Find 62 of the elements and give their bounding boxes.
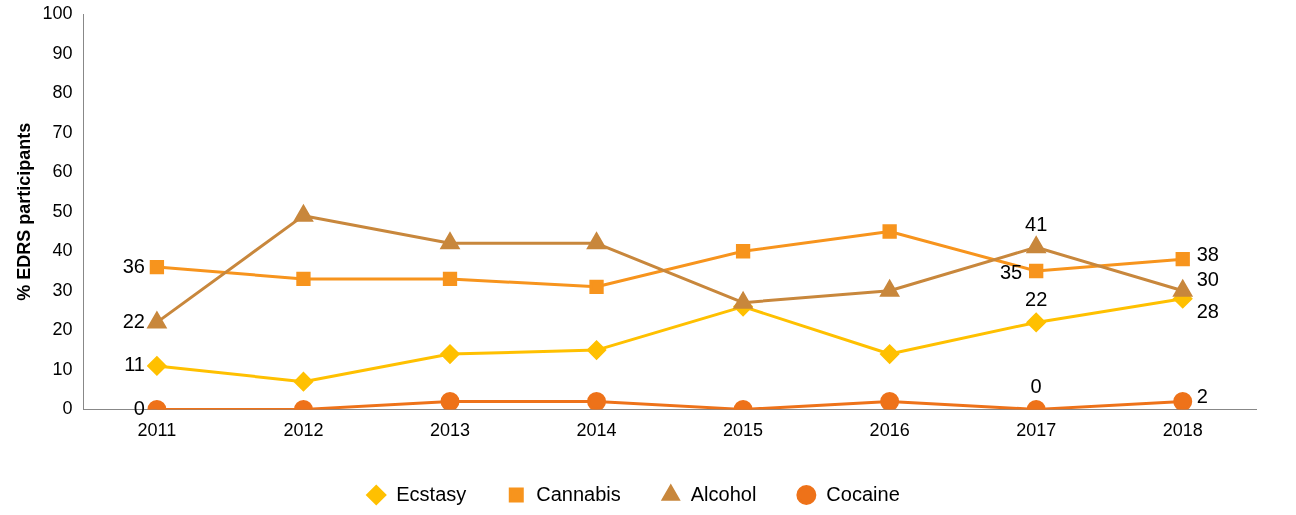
point bbox=[587, 232, 606, 250]
point bbox=[1173, 391, 1193, 410]
y-tick-label: 80 bbox=[52, 82, 73, 103]
point bbox=[1026, 236, 1046, 254]
legend-label: Cocaine bbox=[826, 482, 900, 505]
y-tick-label: 50 bbox=[52, 200, 73, 221]
legend-label: Cannabis bbox=[536, 482, 621, 505]
y-tick-label: 20 bbox=[52, 319, 73, 340]
legend-label: Alcohol bbox=[690, 482, 757, 505]
point bbox=[147, 356, 167, 376]
y-tick-label: 10 bbox=[52, 358, 73, 379]
data-label: 0 bbox=[1030, 374, 1042, 397]
point bbox=[440, 344, 460, 364]
data-label: 2 bbox=[1196, 385, 1208, 408]
y-tick-label: 90 bbox=[52, 42, 73, 63]
x-tick-label: 2017 bbox=[1016, 420, 1057, 441]
point bbox=[880, 344, 900, 364]
point bbox=[882, 224, 897, 239]
x-tick-label: 2011 bbox=[137, 420, 177, 441]
point bbox=[1026, 312, 1046, 332]
y-tick-label: 60 bbox=[52, 161, 73, 182]
data-label: 35 bbox=[999, 260, 1023, 283]
point bbox=[442, 271, 458, 287]
data-label: 41 bbox=[1025, 212, 1048, 235]
point bbox=[1173, 280, 1193, 297]
data-label: 11 bbox=[124, 353, 145, 376]
data-label: 30 bbox=[1196, 268, 1219, 291]
data-label: 36 bbox=[122, 254, 145, 277]
point bbox=[294, 205, 313, 222]
point bbox=[589, 279, 604, 294]
point bbox=[733, 292, 753, 309]
legend-label: Ecstasy bbox=[396, 482, 467, 505]
data-label: 28 bbox=[1196, 300, 1219, 323]
y-tick-label: 100 bbox=[42, 2, 73, 23]
x-tick-label: 2015 bbox=[723, 420, 764, 441]
point bbox=[147, 311, 167, 329]
point bbox=[296, 271, 311, 287]
x-tick-label: 2012 bbox=[283, 420, 324, 441]
x-tick-label: 2013 bbox=[429, 420, 471, 441]
data-label: 22 bbox=[122, 309, 145, 332]
point bbox=[735, 244, 751, 259]
y-tick-label: 0 bbox=[62, 398, 73, 419]
point bbox=[880, 280, 899, 297]
y-tick-label: 70 bbox=[52, 121, 73, 142]
data-label: 0 bbox=[133, 396, 145, 419]
point bbox=[149, 259, 165, 275]
data-label: 22 bbox=[1025, 287, 1048, 310]
point bbox=[587, 340, 607, 360]
y-axis-title: % EDRS participants bbox=[13, 122, 34, 301]
point bbox=[1029, 263, 1044, 279]
x-tick-label: 2018 bbox=[1162, 420, 1203, 441]
y-tick-label: 30 bbox=[52, 279, 73, 300]
point bbox=[1175, 251, 1190, 267]
y-tick-label: 40 bbox=[52, 240, 73, 261]
data-label: 38 bbox=[1196, 242, 1219, 265]
point bbox=[880, 391, 900, 410]
point bbox=[440, 391, 460, 410]
x-tick-label: 2014 bbox=[576, 420, 617, 441]
point bbox=[440, 232, 460, 250]
point bbox=[293, 372, 313, 392]
point bbox=[587, 391, 607, 410]
x-tick-label: 2016 bbox=[869, 420, 910, 441]
